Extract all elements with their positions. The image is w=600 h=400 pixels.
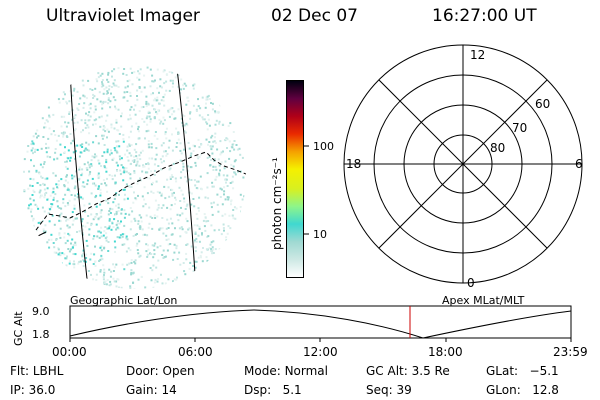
coastline (35, 151, 246, 231)
x-tick-0000: 00:00 (52, 345, 87, 359)
y-tick-9: 9.0 (32, 305, 50, 318)
mlt-label-0: 0 (467, 276, 475, 290)
time-label: 16:27:00 UT (432, 6, 537, 26)
status-glon: GLon: 12.8 (486, 383, 559, 397)
x-tick-1200: 12:00 (303, 345, 338, 359)
altitude-curve (69, 309, 572, 339)
orbit-left-title: Geographic Lat/Lon (70, 294, 178, 307)
mlt-label-6: 6 (575, 157, 583, 171)
status-door: Door: Open (126, 364, 195, 378)
lat-label-70: 70 (512, 121, 527, 135)
status-gc-alt: GC Alt: 3.5 Re (366, 364, 450, 378)
instrument-title: Ultraviolet Imager (46, 6, 200, 26)
x-tick-1800: 18:00 (428, 345, 463, 359)
status-seq: Seq: 39 (366, 383, 412, 397)
lat-label-80: 80 (490, 141, 505, 155)
coastline-fragment (33, 229, 47, 237)
status-ip: IP: 36.0 (10, 383, 56, 397)
colorbar-tick-10: 10 (313, 228, 327, 241)
x-tick-2359: 23:59 (553, 345, 588, 359)
mlt-label-18: 18 (346, 157, 361, 171)
mlt-label-12: 12 (470, 48, 485, 62)
orbit-y-axis-label: GC Alt (12, 311, 25, 346)
lat-ring-70 (403, 104, 523, 224)
lat-ring-60 (373, 74, 553, 254)
lat-ring-50 (343, 44, 583, 284)
colorbar (286, 80, 304, 278)
status-dsp: Dsp: 5.1 (244, 383, 302, 397)
mlt-diagonal-2 (378, 79, 548, 249)
status-mode: Mode: Normal (244, 364, 328, 378)
x-tick-0600: 06:00 (178, 345, 213, 359)
date-label: 02 Dec 07 (271, 6, 358, 26)
colorbar-ticks: 100 10 (304, 140, 334, 241)
orbit-right-title: Apex MLat/MLT (442, 294, 525, 307)
status-glat: GLat: −5.1 (486, 364, 559, 378)
lat-label-60: 60 (535, 97, 550, 111)
y-tick-1-8: 1.8 (32, 328, 50, 341)
meridian-line-right (175, 65, 197, 289)
lat-ring-80 (433, 134, 493, 194)
status-flt: Flt: LBHL (10, 364, 64, 378)
colorbar-tick-100: 100 (313, 140, 334, 153)
meridian-line-left (69, 67, 89, 289)
mlt-diagonal-1 (378, 79, 548, 249)
status-gain: Gain: 14 (126, 383, 177, 397)
colorbar-unit-label: photon cm⁻²s⁻¹ (270, 157, 284, 250)
